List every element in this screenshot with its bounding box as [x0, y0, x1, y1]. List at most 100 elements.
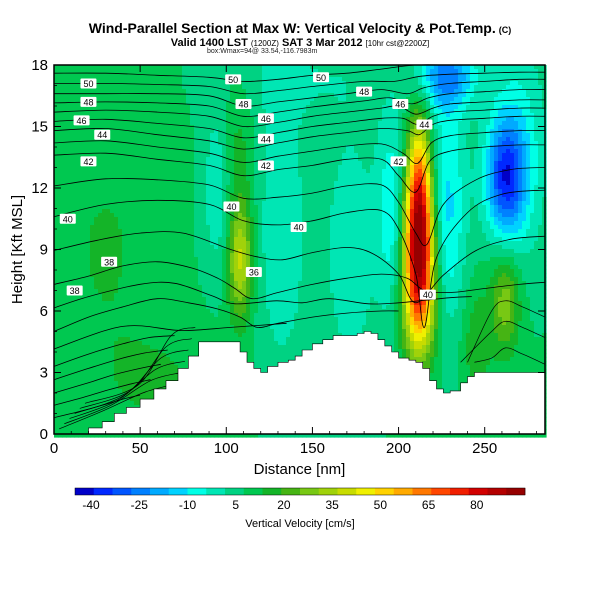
w-cell: [110, 65, 115, 70]
w-cell: [158, 69, 163, 74]
w-cell: [90, 197, 95, 202]
w-cell: [242, 313, 247, 318]
w-cell: [86, 245, 91, 250]
w-cell: [178, 173, 183, 178]
w-cell: [182, 281, 187, 286]
w-cell: [206, 297, 211, 302]
w-cell: [142, 93, 147, 98]
w-cell: [138, 281, 143, 286]
w-cell: [102, 109, 107, 114]
w-cell: [226, 153, 231, 158]
w-cell: [58, 385, 63, 390]
w-cell: [222, 233, 227, 238]
w-cell: [178, 177, 183, 182]
w-cell: [70, 361, 75, 366]
w-cell: [234, 133, 239, 138]
w-cell: [254, 141, 259, 146]
w-cell: [174, 65, 179, 70]
w-cell: [226, 213, 231, 218]
w-cell: [106, 389, 111, 394]
w-cell: [82, 129, 87, 134]
w-cell: [166, 253, 171, 258]
w-cell: [74, 361, 79, 366]
w-cell: [98, 289, 103, 294]
w-cell: [114, 165, 119, 170]
w-cell: [138, 237, 143, 242]
w-cell: [142, 81, 147, 86]
w-cell: [218, 149, 223, 154]
w-cell: [230, 153, 235, 158]
w-cell: [126, 309, 131, 314]
w-cell: [86, 381, 91, 386]
w-cell: [126, 205, 131, 210]
w-cell: [98, 337, 103, 342]
w-cell: [90, 217, 95, 222]
w-cell: [142, 85, 147, 90]
w-cell: [94, 221, 99, 226]
w-cell: [158, 81, 163, 86]
w-cell: [194, 337, 199, 342]
w-cell: [166, 281, 171, 286]
w-cell: [78, 421, 83, 426]
w-cell: [126, 177, 131, 182]
w-cell: [222, 185, 227, 190]
w-cell: [70, 133, 75, 138]
w-cell: [238, 317, 243, 322]
w-cell: [126, 185, 131, 190]
w-cell: [242, 309, 247, 314]
w-cell: [70, 405, 75, 410]
w-cell: [130, 93, 135, 98]
w-cell: [154, 273, 159, 278]
w-cell: [98, 369, 103, 374]
w-cell: [258, 173, 263, 178]
w-cell: [218, 93, 223, 98]
w-cell: [218, 185, 223, 190]
w-cell: [182, 341, 187, 346]
w-cell: [82, 345, 87, 350]
w-cell: [234, 241, 239, 246]
w-cell: [130, 217, 135, 222]
w-cell: [174, 201, 179, 206]
w-cell: [214, 149, 219, 154]
w-cell: [206, 117, 211, 122]
w-cell: [262, 241, 267, 246]
w-cell: [186, 345, 191, 350]
w-cell: [154, 233, 159, 238]
w-cell: [102, 413, 107, 418]
w-cell: [122, 65, 127, 70]
w-cell: [234, 137, 239, 142]
w-cell: [62, 145, 67, 150]
w-cell: [174, 133, 179, 138]
w-cell: [190, 153, 195, 158]
w-cell: [94, 125, 99, 130]
w-cell: [62, 177, 67, 182]
w-cell: [122, 321, 127, 326]
w-cell: [58, 165, 63, 170]
w-cell: [106, 97, 111, 102]
w-cell: [206, 317, 211, 322]
w-cell: [94, 357, 99, 362]
w-cell: [138, 329, 143, 334]
w-cell: [214, 89, 219, 94]
w-cell: [70, 89, 75, 94]
w-cell: [218, 241, 223, 246]
w-cell: [90, 357, 95, 362]
w-cell: [218, 221, 223, 226]
w-cell: [130, 249, 135, 254]
w-cell: [70, 65, 75, 70]
w-cell: [126, 133, 131, 138]
w-cell: [190, 353, 195, 358]
w-cell: [122, 101, 127, 106]
w-cell: [62, 269, 67, 274]
w-cell: [166, 229, 171, 234]
w-cell: [170, 161, 175, 166]
w-cell: [158, 141, 163, 146]
w-cell: [194, 193, 199, 198]
w-cell: [142, 245, 147, 250]
w-cell: [86, 285, 91, 290]
w-cell: [246, 169, 251, 174]
w-cell: [222, 229, 227, 234]
w-cell: [90, 221, 95, 226]
w-cell: [114, 357, 119, 362]
w-cell: [130, 361, 135, 366]
